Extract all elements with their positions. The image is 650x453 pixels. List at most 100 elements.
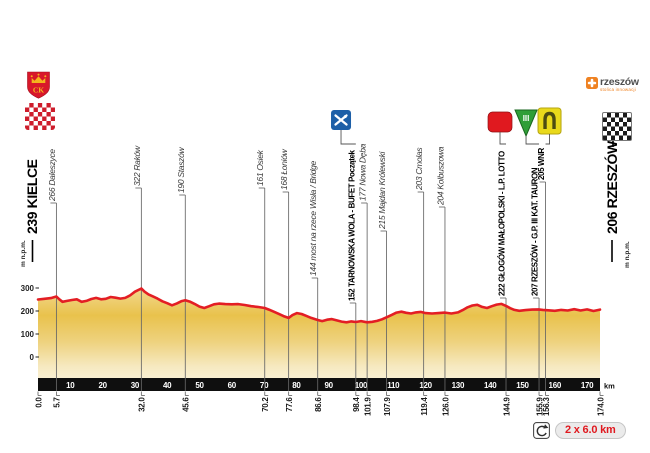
km-mark-label: 107.9 xyxy=(383,397,392,416)
km-mark-126.0: 126.0 xyxy=(441,391,450,416)
waypoint-215-majdan-kr-lewski xyxy=(380,230,387,391)
km-mark-label: 70.2 xyxy=(261,397,270,412)
kielce-crest-icon: CK xyxy=(27,71,50,99)
waypoint-label-190-stasz-w: 190 Staszów xyxy=(176,146,186,193)
waypoint-203-cmolas xyxy=(417,191,425,391)
waypoint-168-oni-w xyxy=(282,191,290,391)
km-mark-5.7: 5.7 xyxy=(53,391,62,408)
waypoint-label-266-daleszyce: 266 Daleszyce xyxy=(47,149,57,202)
x-tick-label: 160 xyxy=(549,381,562,390)
x-tick-label: 20 xyxy=(98,381,107,390)
waypoint-label-161-osiek: 161 Osiek xyxy=(255,149,265,186)
km-mark-label: 156.3 xyxy=(542,397,551,416)
waypoint-144-most-na-rzece-wis-a-bridge xyxy=(311,277,319,391)
km-mark-155.9: 155.9 xyxy=(535,391,544,416)
x-tick-label: 90 xyxy=(325,381,334,390)
km-mark-label: 119.4 xyxy=(420,397,429,416)
waypoint-177-nowa-d-ba xyxy=(361,202,368,391)
x-axis-bar: 10 20 30 40 50 60 70 80 90 100 110 120 130 140 150 160 1… xyxy=(38,378,615,391)
waypoint-222-g-og-w-ma-opolski-l-p-lotto xyxy=(500,297,507,391)
waypoint-label-204-kolbuszowa: 204 Kolbuszowa xyxy=(435,146,445,206)
waypoint-label-205-wnr: 205 WNR xyxy=(537,148,546,180)
x-tick-label: 80 xyxy=(292,381,301,390)
lap-gate-icon xyxy=(537,107,562,145)
km-mark-label: 174.0 xyxy=(596,397,605,416)
km-mark-label: 0.0 xyxy=(34,397,43,408)
waypoint-label-203-cmolas: 203 Cmolas xyxy=(414,147,424,191)
crest-monogram: CK xyxy=(33,86,44,95)
x-tick-label: 110 xyxy=(387,381,400,390)
waypoint-205-wnr xyxy=(539,181,546,391)
waypoint-204-kolbuszowa xyxy=(438,206,446,391)
km-mark-101.9: 101.9 xyxy=(363,391,372,416)
x-tick-label: 60 xyxy=(228,381,237,390)
km-mark-107.9: 107.9 xyxy=(383,391,392,416)
finish-label: 206 RZESZÓW xyxy=(603,140,620,234)
sponsor-tagline: stolica innowacji xyxy=(600,87,636,92)
kom-icon: III xyxy=(514,109,540,145)
km-mark-144.9: 144.9 xyxy=(502,391,511,416)
km-mark-label: 155.9 xyxy=(535,397,544,416)
km-mark-45.6: 45.6 xyxy=(182,391,191,412)
waypoint-label-152-tarnowska-wola-bufet-pocz-tek: 152 TARNOWSKA WOLA - BUFET Początek xyxy=(347,149,356,301)
waypoint-161-osiek xyxy=(258,187,266,391)
waypoint-label-168-oni-w: 168 Łoniów xyxy=(279,148,289,190)
lap-arrow-icon xyxy=(533,422,550,439)
waypoint-label-222-g-og-w-ma-opolski-l-p-lotto: 222 GŁOGÓW MAŁOPOLSKI - L.P. LOTTO xyxy=(498,151,507,296)
x-tick-label: 120 xyxy=(419,381,432,390)
y-tick-label: 300 xyxy=(21,284,35,293)
waypoint-label-322-rak-w: 322 Raków xyxy=(132,145,142,186)
terrain-fill xyxy=(38,288,600,379)
km-mark-label: 144.9 xyxy=(502,397,511,416)
kielce-coat-of-arms: CK xyxy=(27,71,50,104)
km-mark-70.2: 70.2 xyxy=(261,391,270,412)
km-mark-119.4: 119.4 xyxy=(420,391,429,416)
x-tick-label: 40 xyxy=(163,381,172,390)
start-column: 239 KIELCE m n.p.m. xyxy=(20,159,40,267)
finish-column: 206 RZESZÓW m n.p.m. xyxy=(603,140,631,268)
sprint-icon xyxy=(487,111,513,145)
x-tick-label: 130 xyxy=(452,381,465,390)
y-tick-label: 100 xyxy=(21,330,35,339)
km-mark-label: 86.6 xyxy=(314,397,323,412)
rzeszow-logo-icon xyxy=(586,77,598,89)
km-mark-label: 32.0 xyxy=(138,397,147,412)
km-mark-label: 101.9 xyxy=(363,397,372,416)
waypoint-label-207-rzesz-w-g-p-iii-kat-tauron: 207 RZESZÓW - G.P. III KAT. TAURON xyxy=(531,167,540,296)
waypoint-152-tarnowska-wola-bufet-pocz-tek xyxy=(349,302,357,391)
x-tick-label: 150 xyxy=(516,381,529,390)
waypoint-label-144-most-na-rzece-wis-a-bridge: 144 most na rzece Wisła / Bridge xyxy=(308,160,318,276)
sponsor-name: rzeszów xyxy=(600,76,639,88)
x-tick-label: 140 xyxy=(484,381,497,390)
x-tick-label: 100 xyxy=(355,381,368,390)
x-tick-label: 30 xyxy=(131,381,140,390)
km-mark-156.3: 156.3 xyxy=(542,391,551,416)
km-mark-label: 5.7 xyxy=(53,397,62,408)
km-mark-32.0: 32.0 xyxy=(138,391,147,412)
x-axis-unit: km xyxy=(604,382,615,391)
start-flag-icon xyxy=(25,103,55,130)
km-mark-77.6: 77.6 xyxy=(285,391,294,412)
finish-unit: m n.p.m. xyxy=(624,241,631,268)
start-label: 239 KIELCE xyxy=(24,159,40,234)
km-mark-label: 98.4 xyxy=(352,397,361,412)
km-mark-0.0: 0.0 xyxy=(34,391,43,408)
waypoint-label-177-nowa-d-ba: 177 Nowa Dęba xyxy=(358,143,368,201)
waypoint-label-215-majdan-kr-lewski: 215 Majdan Królewski xyxy=(377,150,387,230)
x-tick-label: 10 xyxy=(66,381,75,390)
x-tick-label: 170 xyxy=(581,381,594,390)
x-tick-label: 50 xyxy=(195,381,204,390)
waypoint-207-rzesz-w-g-p-iii-kat-tauron xyxy=(533,297,540,391)
km-mark-98.4: 98.4 xyxy=(352,391,361,412)
km-mark-label: 45.6 xyxy=(182,397,191,412)
km-mark-label: 126.0 xyxy=(441,397,450,416)
lap-indicator: 2 x 6.0 km xyxy=(533,422,626,439)
km-mark-86.6: 86.6 xyxy=(314,391,323,412)
rzeszow-logo: rzeszów stolica innowacji xyxy=(586,77,639,92)
y-tick-label: 0 xyxy=(30,353,35,362)
feed-zone-icon xyxy=(331,110,356,145)
start-unit: m n.p.m. xyxy=(20,240,27,267)
svg-text:III: III xyxy=(523,114,530,123)
